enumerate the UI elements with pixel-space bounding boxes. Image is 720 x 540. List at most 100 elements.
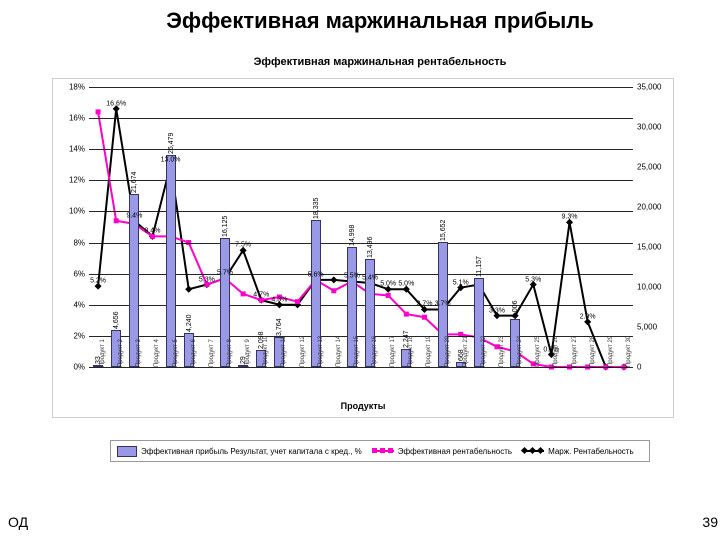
y-right-tick: 10,000 <box>637 283 673 292</box>
chart-container: 0%2%4%6%8%10%12%14%16%18%05,00010,00015,… <box>52 78 674 418</box>
line-value-label: 9.3% <box>562 214 578 221</box>
slide: Эффективная маржинальная прибыль Эффекти… <box>0 0 720 540</box>
bar-value-label: 21,674 <box>131 171 138 192</box>
x-category: Продукт 24 <box>517 336 523 367</box>
line-value-label: 16.6% <box>106 100 126 107</box>
x-category: Продукт 15 <box>354 336 360 367</box>
y-left-tick: 10% <box>55 207 85 216</box>
legend-item-bars: Эффективная прибыль Результат, учет капи… <box>117 446 362 457</box>
bar-value-label: 4,656 <box>113 311 120 329</box>
series-marker <box>241 291 246 296</box>
x-category: Продукт 5 <box>173 339 179 367</box>
y-left-tick: 12% <box>55 176 85 185</box>
x-category: Продукт 28 <box>590 336 596 367</box>
x-category: Продукт 21 <box>463 336 469 367</box>
legend-label-black: Марж. Рентабельность <box>548 447 634 456</box>
legend-label-bars: Эффективная прибыль Результат, учет капи… <box>141 447 362 456</box>
y-left-tick: 18% <box>55 83 85 92</box>
line-value-label: 5.0% <box>398 281 414 288</box>
x-category: Продукт 4 <box>154 339 160 367</box>
series-marker <box>185 286 192 293</box>
x-category: Продукт 25 <box>535 336 541 367</box>
x-category: Продукт 11 <box>281 336 287 367</box>
y-right-tick: 30,000 <box>637 123 673 132</box>
chart-subtitle: Эффективная маржинальная рентабельность <box>60 56 700 68</box>
legend-item-black: Марж. Рентабельность <box>522 447 634 456</box>
gridline <box>89 118 633 119</box>
page-number: 39 <box>702 514 718 530</box>
y-left-tick: 16% <box>55 114 85 123</box>
y-right-tick: 5,000 <box>637 323 673 332</box>
bar-value-label: 11,157 <box>476 256 483 277</box>
x-category: Продукт 22 <box>481 336 487 367</box>
x-category: Продукт 12 <box>300 336 306 367</box>
line-value-label: 8.4% <box>144 228 160 235</box>
line-value-label: 4.7% <box>253 292 269 299</box>
x-category: Продукт 29 <box>608 336 614 367</box>
bar-value-label: 18,335 <box>313 198 320 219</box>
line-value-label: 5.7% <box>217 270 233 277</box>
x-category: Продукт 2 <box>118 339 124 367</box>
line-value-label: 5.4% <box>362 275 378 282</box>
line-value-label: 5.3% <box>525 276 541 283</box>
line-value-label: 5.5% <box>344 273 360 280</box>
line-value-label: 5.3% <box>199 276 215 283</box>
legend-item-pink: Эффективная рентабельность <box>372 447 512 456</box>
x-axis-title: Продукты <box>53 401 673 411</box>
gridline <box>89 367 633 368</box>
line-value-label: 7.5% <box>235 242 251 249</box>
legend: Эффективная прибыль Результат, учет капи… <box>110 440 650 462</box>
x-category: Продукт 26 <box>553 336 559 367</box>
x-category: Продукт 8 <box>227 339 233 367</box>
line-value-label: 13.0% <box>161 156 181 163</box>
x-category: Продукт 10 <box>263 336 269 367</box>
x-category: Продукт 30 <box>626 336 632 367</box>
series-marker <box>386 293 391 298</box>
x-category: Продукт 18 <box>408 336 414 367</box>
series-marker <box>96 109 101 114</box>
x-category: Продукт 20 <box>445 336 451 367</box>
y-right-tick: 20,000 <box>637 203 673 212</box>
x-category: Продукт 1 <box>100 339 106 367</box>
x-category: Продукт 3 <box>136 339 142 367</box>
line-value-label: 2.9% <box>580 313 596 320</box>
y-right-tick: 25,000 <box>637 163 673 172</box>
x-category: Продукт 9 <box>245 339 251 367</box>
y-left-tick: 4% <box>55 300 85 309</box>
y-right-tick: 35,000 <box>637 83 673 92</box>
line-value-label: 9.4% <box>126 212 142 219</box>
plot-area: 0%2%4%6%8%10%12%14%16%18%05,00010,00015,… <box>89 87 633 367</box>
legend-label-pink: Эффективная рентабельность <box>398 447 512 456</box>
y-left-tick: 2% <box>55 331 85 340</box>
x-category: Продукт 14 <box>336 336 342 367</box>
x-category: Продукт 16 <box>372 336 378 367</box>
x-category: Продукт 6 <box>191 339 197 367</box>
bar-value-label: 4,240 <box>186 315 193 333</box>
bar-value-label: 6,006 <box>512 300 519 318</box>
y-left-tick: 14% <box>55 145 85 154</box>
x-category: Продукт 27 <box>572 336 578 367</box>
line-value-label: 3.7% <box>435 301 451 308</box>
y-left-tick: 6% <box>55 269 85 278</box>
bar-value-label: 13,496 <box>367 237 374 258</box>
line-value-label: 5.0% <box>380 281 396 288</box>
line-value-label: 5.1% <box>453 279 469 286</box>
bar-value-label: 16,125 <box>222 216 229 237</box>
x-category: Продукт 13 <box>318 336 324 367</box>
series-marker <box>114 218 119 223</box>
line-swatch-icon <box>372 450 394 452</box>
y-left-tick: 0% <box>55 363 85 372</box>
gridline <box>89 87 633 88</box>
bar-value-label: 26,479 <box>168 133 175 154</box>
x-category: Продукт 19 <box>426 336 432 367</box>
y-right-tick: 0 <box>637 363 673 372</box>
line-value-label: 5.6% <box>308 271 324 278</box>
bar-value-label: 15,652 <box>440 219 447 240</box>
bar: 26,479 <box>166 155 176 367</box>
series-marker <box>295 299 300 304</box>
footer-left: ОД <box>8 514 28 530</box>
line-value-label: 5.2% <box>90 278 106 285</box>
line-value-label: 4.3% <box>271 296 287 303</box>
series-marker <box>404 312 409 317</box>
line-value-label: 3.3% <box>489 307 505 314</box>
